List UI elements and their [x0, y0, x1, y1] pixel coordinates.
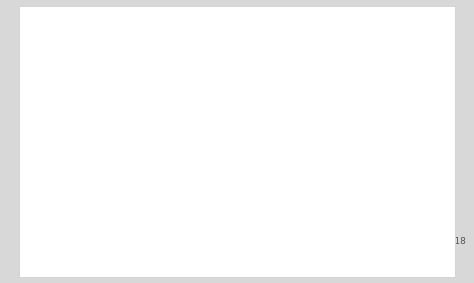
Official Rate: [265, 211, 271, 214]
Unofficial rate: [131, 224, 137, 227]
Unofficial rate: [211, 210, 217, 213]
Unofficial rate: [439, 109, 445, 112]
Unofficial rate: [412, 148, 418, 151]
Unofficial rate: [238, 211, 244, 214]
Official Rate: [319, 207, 324, 211]
Official Rate: [211, 226, 217, 230]
Unofficial rate: [265, 210, 271, 213]
Unofficial rate: [452, 85, 458, 88]
Unofficial rate: [104, 227, 110, 230]
Official Rate: [158, 223, 164, 227]
Unofficial rate: [319, 206, 324, 209]
Unofficial rate: [385, 153, 391, 156]
Unofficial rate: [345, 204, 351, 207]
Title: # of Rials per US dollar: # of Rials per US dollar: [179, 37, 357, 52]
Line: Official Rate: Official Rate: [81, 130, 455, 230]
Official Rate: [185, 223, 191, 226]
Unofficial rate: [359, 196, 365, 200]
Unofficial rate: [426, 141, 431, 144]
Official Rate: [412, 158, 418, 162]
Official Rate: [439, 149, 445, 153]
Official Rate: [104, 228, 110, 232]
Unofficial rate: [399, 150, 404, 154]
FancyBboxPatch shape: [19, 6, 455, 277]
Unofficial rate: [292, 208, 297, 211]
Official Rate: [426, 153, 431, 156]
Official Rate: [452, 128, 458, 132]
Unofficial rate: [158, 220, 164, 224]
Official Rate: [345, 205, 351, 208]
Official Rate: [385, 170, 391, 174]
Line: Unofficial rate: Unofficial rate: [81, 87, 455, 230]
Official Rate: [372, 201, 378, 204]
Official Rate: [78, 229, 83, 232]
Unofficial rate: [372, 165, 378, 168]
Official Rate: [131, 226, 137, 230]
Official Rate: [292, 209, 297, 212]
Official Rate: [238, 215, 244, 218]
Unofficial rate: [78, 228, 83, 232]
Unofficial rate: [185, 209, 191, 212]
Official Rate: [399, 167, 404, 171]
